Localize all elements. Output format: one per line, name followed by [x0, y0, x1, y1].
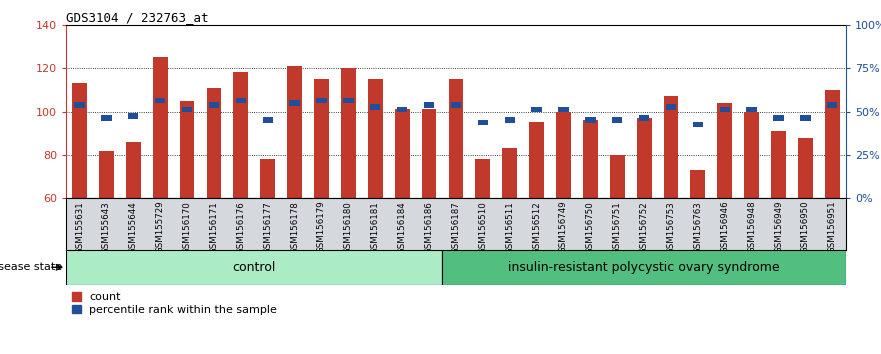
Text: GSM156946: GSM156946	[721, 201, 729, 253]
Text: GSM156948: GSM156948	[747, 201, 756, 253]
Text: GSM156753: GSM156753	[667, 201, 676, 253]
Bar	[424, 102, 434, 108]
Bar	[798, 137, 813, 198]
Bar	[692, 122, 703, 127]
Bar	[442, 250, 846, 285]
Text: control: control	[233, 261, 276, 274]
Bar	[368, 79, 382, 198]
Bar	[101, 115, 112, 121]
Text: GSM156180: GSM156180	[344, 201, 353, 253]
Bar	[128, 113, 138, 119]
Bar	[746, 107, 757, 112]
Bar	[585, 118, 596, 123]
Bar	[825, 90, 840, 198]
Text: GSM156511: GSM156511	[505, 201, 515, 253]
Text: GSM156187: GSM156187	[451, 201, 461, 253]
Bar	[771, 131, 786, 198]
Text: GSM156186: GSM156186	[425, 201, 433, 253]
Bar	[744, 112, 759, 198]
Bar	[720, 107, 730, 112]
Text: GSM156510: GSM156510	[478, 201, 487, 253]
Bar	[556, 112, 571, 198]
Text: GSM156176: GSM156176	[236, 201, 245, 253]
Legend: count, percentile rank within the sample: count, percentile rank within the sample	[71, 292, 278, 315]
Text: GSM155631: GSM155631	[75, 201, 84, 253]
Bar	[639, 115, 649, 121]
Text: GSM155644: GSM155644	[129, 201, 137, 253]
Bar	[502, 148, 517, 198]
Bar	[287, 66, 302, 198]
Bar	[206, 88, 221, 198]
Text: GSM156170: GSM156170	[182, 201, 191, 253]
Text: GSM155729: GSM155729	[156, 201, 165, 253]
Text: GSM156749: GSM156749	[559, 201, 568, 253]
Bar	[395, 109, 410, 198]
Bar	[290, 100, 300, 105]
Text: GSM156512: GSM156512	[532, 201, 541, 253]
Bar	[476, 159, 490, 198]
Text: disease state: disease state	[0, 262, 63, 272]
Text: GSM156752: GSM156752	[640, 201, 648, 253]
Text: GSM156184: GSM156184	[397, 201, 407, 253]
Bar	[717, 103, 732, 198]
Bar	[531, 107, 542, 112]
Bar	[181, 107, 192, 112]
Bar	[637, 118, 652, 198]
Bar	[263, 118, 273, 123]
Text: GSM156179: GSM156179	[317, 201, 326, 253]
Text: insulin-resistant polycystic ovary syndrome: insulin-resistant polycystic ovary syndr…	[508, 261, 780, 274]
Bar	[316, 98, 327, 103]
Bar	[610, 155, 625, 198]
Bar	[505, 118, 515, 123]
Text: GSM156181: GSM156181	[371, 201, 380, 253]
Text: GDS3104 / 232763_at: GDS3104 / 232763_at	[66, 11, 209, 24]
Text: GSM156763: GSM156763	[693, 201, 702, 253]
Bar	[235, 98, 246, 103]
Bar	[209, 102, 219, 108]
Text: GSM156750: GSM156750	[586, 201, 595, 253]
Bar	[180, 101, 195, 198]
Bar	[126, 142, 141, 198]
Bar	[451, 102, 461, 108]
Bar	[344, 98, 353, 103]
Text: GSM156950: GSM156950	[801, 201, 810, 253]
Bar	[397, 107, 407, 112]
Bar	[72, 83, 87, 198]
Bar	[559, 107, 568, 112]
Bar	[315, 79, 329, 198]
Bar	[341, 68, 356, 198]
Bar	[422, 109, 436, 198]
Bar	[478, 120, 488, 125]
Bar	[152, 57, 167, 198]
Bar	[663, 96, 678, 198]
Bar	[155, 98, 166, 103]
Bar	[370, 104, 381, 110]
Bar	[260, 159, 275, 198]
Text: GSM156951: GSM156951	[828, 201, 837, 253]
Bar	[827, 102, 838, 108]
Bar	[583, 120, 597, 198]
Text: GSM156949: GSM156949	[774, 201, 783, 253]
Bar	[774, 115, 784, 121]
Text: GSM155643: GSM155643	[102, 201, 111, 253]
Bar	[448, 79, 463, 198]
Bar	[800, 115, 811, 121]
Bar	[74, 102, 85, 108]
Text: GSM156177: GSM156177	[263, 201, 272, 253]
Text: GSM156178: GSM156178	[290, 201, 300, 253]
Text: GSM156751: GSM156751	[612, 201, 622, 253]
Bar	[691, 170, 706, 198]
Bar	[612, 118, 622, 123]
Bar	[529, 122, 544, 198]
Bar	[66, 250, 442, 285]
Bar	[99, 150, 114, 198]
Bar	[233, 73, 248, 198]
Text: GSM156171: GSM156171	[210, 201, 218, 253]
Bar	[666, 104, 677, 110]
